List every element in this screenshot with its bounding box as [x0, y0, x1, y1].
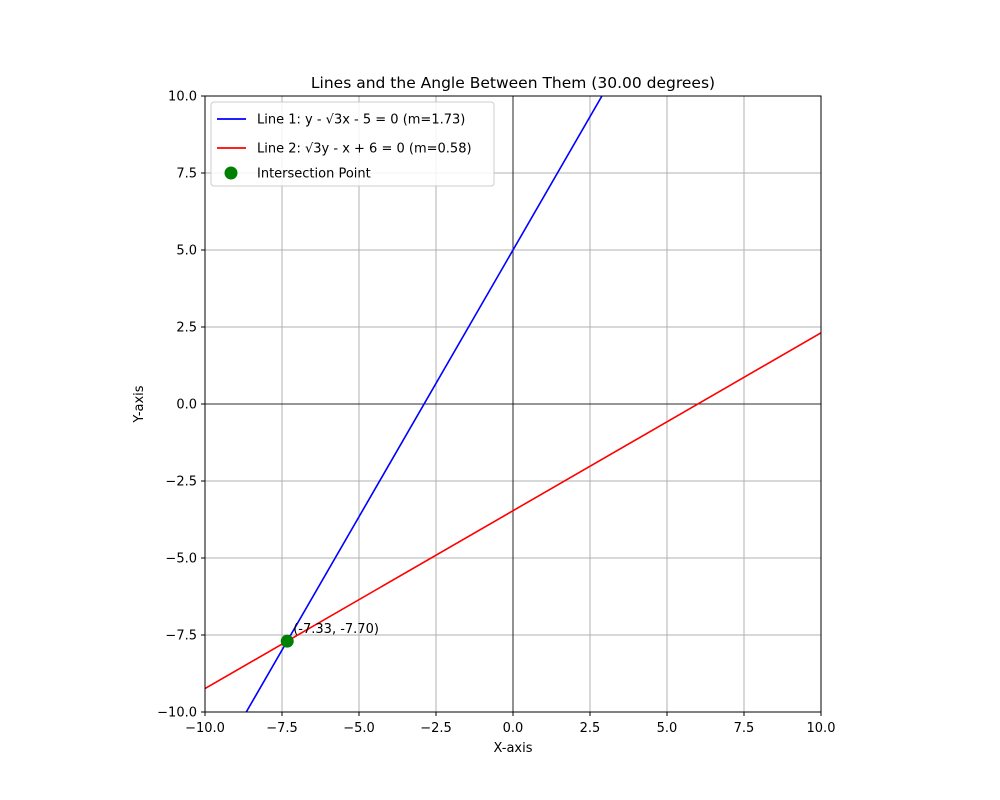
y-axis-label: Y-axis — [132, 385, 147, 423]
x-tick-label: 0.0 — [503, 721, 524, 736]
x-tick-label: 7.5 — [734, 721, 755, 736]
y-tick-label: 10.0 — [168, 90, 197, 105]
intersection-label: (-7.33, -7.70) — [293, 622, 379, 637]
legend-label-1: Line 1: y - √3x - 5 = 0 (m=1.73) — [257, 113, 465, 128]
x-tick-label: 2.5 — [580, 721, 601, 736]
x-tick-label: −10.0 — [185, 721, 225, 736]
points: (-7.33, -7.70) — [280, 622, 379, 648]
y-tick-label: −5.0 — [165, 552, 197, 567]
legend-marker-point — [224, 166, 238, 180]
x-tick-label: −2.5 — [420, 721, 452, 736]
y-tick-label: 7.5 — [176, 167, 197, 182]
y-tick-label: 0.0 — [176, 398, 197, 413]
reference-lines — [205, 96, 821, 712]
legend-box — [210, 101, 495, 187]
series-line-2 — [205, 332, 821, 690]
x-tick-label: 5.0 — [657, 721, 678, 736]
series-line-1 — [245, 96, 603, 712]
y-tick-label: 5.0 — [176, 244, 197, 259]
y-tick-label: −2.5 — [165, 475, 197, 490]
chart-title: Lines and the Angle Between Them (30.00 … — [311, 74, 715, 92]
series-lines — [205, 96, 821, 712]
x-tick-label: −5.0 — [343, 721, 375, 736]
legend-label-2: Line 2: √3y - x + 6 = 0 (m=0.58) — [257, 142, 472, 157]
y-tick-label: −10.0 — [157, 706, 197, 721]
y-tick-label: −7.5 — [165, 629, 197, 644]
intersection-point — [280, 634, 294, 648]
legend-label-point: Intersection Point — [257, 167, 371, 182]
axis-ticks: −10.0 −7.5 −5.0 −2.5 0.0 2.5 5.0 7.5 10.0 −10.0 −7… — [157, 90, 835, 737]
x-tick-label: −7.5 — [266, 721, 298, 736]
y-tick-label: 2.5 — [176, 321, 197, 336]
legend: Line 1: y - √3x - 5 = 0 (m=1.73) Line 2: … — [210, 101, 495, 187]
x-axis-label: X-axis — [494, 741, 533, 756]
x-tick-label: 10.0 — [807, 721, 836, 736]
